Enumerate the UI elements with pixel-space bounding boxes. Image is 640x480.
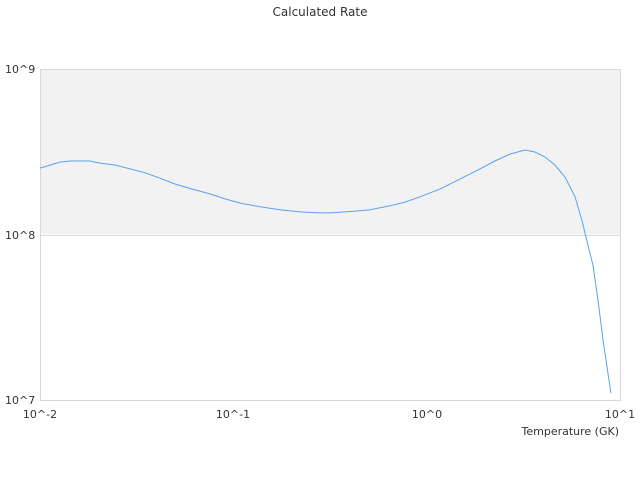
- x-tick-label-3: 10^1: [605, 408, 635, 421]
- x-tick-label-0: 10^-2: [23, 408, 57, 421]
- x-axis-label: Temperature (GK): [521, 425, 620, 438]
- x-tick-label-1: 10^-1: [216, 408, 250, 421]
- y-tick-label-9: 10^9: [5, 63, 35, 76]
- x-tick-label-2: 10^0: [412, 408, 442, 421]
- y-tick-label-7: 10^7: [5, 394, 35, 407]
- plot-frame: [40, 69, 621, 401]
- chart-title: Calculated Rate: [273, 5, 368, 19]
- shaded-band: [40, 69, 620, 235]
- y-tick-label-8: 10^8: [5, 229, 35, 242]
- rate-series-line: [39, 149, 612, 394]
